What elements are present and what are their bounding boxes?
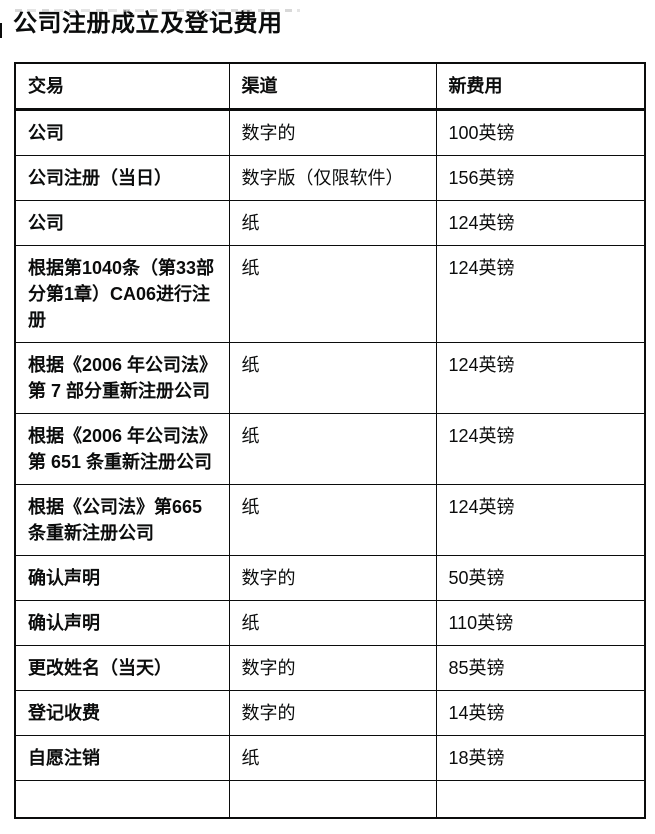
- table-row: 确认声明 数字的 50英镑: [14, 555, 646, 601]
- table-row: 根据《2006 年公司法》第 651 条重新注册公司纸 124英镑: [14, 413, 646, 485]
- cell-fee: 18英镑: [435, 735, 646, 781]
- cell-fee: 156英镑: [435, 155, 646, 201]
- cell-transaction: 根据第1040条（第33部分第1章）CA06进行注册: [14, 245, 230, 343]
- table-row: 根据第1040条（第33部分第1章）CA06进行注册纸 124英镑: [14, 245, 646, 343]
- cell-fee: 124英镑: [435, 245, 646, 343]
- cell-fee: 100英镑: [435, 109, 646, 156]
- page-title: 公司注册成立及登记费用: [13, 10, 283, 37]
- table-row-partial-cutoff: [14, 780, 646, 818]
- cell-transaction: 确认声明: [14, 555, 230, 601]
- cell-channel: 数字的: [228, 555, 437, 601]
- cell-fee: 50英镑: [435, 555, 646, 601]
- cell-channel: 纸: [228, 342, 437, 414]
- column-header-transaction: 交易: [14, 62, 230, 111]
- cell-channel: 纸: [228, 600, 437, 646]
- cell-channel: 纸: [228, 413, 437, 485]
- cell-transaction: 确认声明: [14, 600, 230, 646]
- table-row: 确认声明纸 110英镑: [14, 600, 646, 646]
- cell-fee: 124英镑: [435, 413, 646, 485]
- table-row: 公司纸 124英镑: [14, 200, 646, 246]
- table-header-row: 交易 渠道 新费用: [14, 62, 646, 111]
- cell-transaction: 自愿注销: [14, 735, 230, 781]
- cell-transaction: 公司: [14, 109, 230, 156]
- cell-transaction: 根据《2006 年公司法》第 7 部分重新注册公司: [14, 342, 230, 414]
- cell-channel: 数字的: [228, 645, 437, 691]
- fees-table: 交易 渠道 新费用 公司 数字的 100英镑 公司注册（当日） 数字版（仅限软件） 156…: [14, 62, 646, 819]
- column-header-fee: 新费用: [435, 62, 646, 111]
- cell-transaction: [14, 780, 230, 818]
- cell-channel: 纸: [228, 484, 437, 556]
- cell-fee: 110英镑: [435, 600, 646, 646]
- cropped-glyph-remnant: [0, 23, 2, 38]
- cell-fee: 85英镑: [435, 645, 646, 691]
- cell-channel: 数字的: [228, 109, 437, 156]
- cell-fee: 124英镑: [435, 342, 646, 414]
- table-row: 自愿注销纸 18英镑: [14, 735, 646, 781]
- table-row: 公司 数字的 100英镑: [14, 109, 646, 156]
- cell-channel: [228, 780, 437, 818]
- cell-fee: 14英镑: [435, 690, 646, 736]
- table-row: 根据《公司法》第665条重新注册公司纸 124英镑: [14, 484, 646, 556]
- cell-channel: 纸: [228, 735, 437, 781]
- cell-fee: 124英镑: [435, 484, 646, 556]
- table-row: 更改姓名（当天） 数字的 85英镑: [14, 645, 646, 691]
- cell-transaction: 更改姓名（当天）: [14, 645, 230, 691]
- cell-transaction: 公司: [14, 200, 230, 246]
- cell-transaction: 登记收费: [14, 690, 230, 736]
- cell-fee: [435, 780, 646, 818]
- cell-fee: 124英镑: [435, 200, 646, 246]
- cropped-text-remnant: [15, 9, 300, 12]
- cell-channel: 数字的: [228, 690, 437, 736]
- cell-transaction: 根据《公司法》第665条重新注册公司: [14, 484, 230, 556]
- column-header-channel: 渠道: [228, 62, 437, 111]
- table-body: 公司 数字的 100英镑 公司注册（当日） 数字版（仅限软件） 156英镑 公司纸 124英镑…: [14, 109, 646, 781]
- cell-channel: 纸: [228, 245, 437, 343]
- table-row: 根据《2006 年公司法》第 7 部分重新注册公司纸 124英镑: [14, 342, 646, 414]
- cell-transaction: 公司注册（当日）: [14, 155, 230, 201]
- table-row: 登记收费 数字的 14英镑: [14, 690, 646, 736]
- cell-channel: 数字版（仅限软件）: [228, 155, 437, 201]
- cell-transaction: 根据《2006 年公司法》第 651 条重新注册公司: [14, 413, 230, 485]
- table-row: 公司注册（当日） 数字版（仅限软件） 156英镑: [14, 155, 646, 201]
- cell-channel: 纸: [228, 200, 437, 246]
